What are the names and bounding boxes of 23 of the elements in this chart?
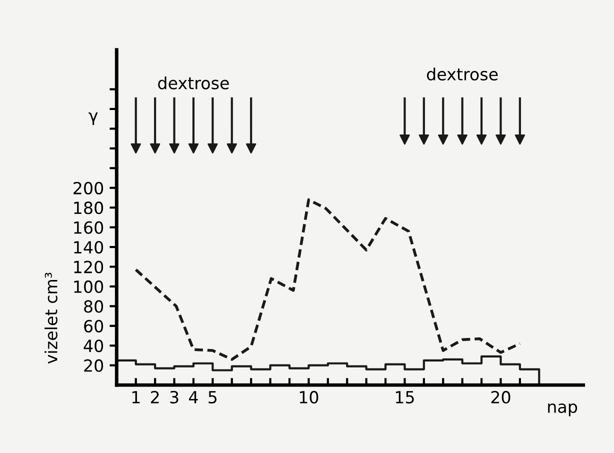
x-tick-label: 4 bbox=[188, 391, 198, 404]
text: γ bbox=[88, 112, 98, 125]
y-axis-title: vizelet cm³ bbox=[44, 272, 58, 364]
x-tick-label: 15 bbox=[396, 391, 414, 404]
y-tick-label: 40 bbox=[84, 340, 104, 352]
y-tick-label: 100 bbox=[74, 280, 104, 294]
annotation: dextrose bbox=[158, 76, 229, 90]
x-tick-label: 10 bbox=[300, 390, 318, 404]
y-tick-label: 60 bbox=[84, 320, 104, 332]
x-tick-label: 1 bbox=[132, 391, 140, 404]
x-tick-label: 2 bbox=[150, 390, 159, 404]
x-axis-title: nap bbox=[548, 403, 578, 416]
x-tick-label: 5 bbox=[208, 391, 217, 404]
y-tick-label: 120 bbox=[74, 260, 104, 274]
y-tick-label: 180 bbox=[74, 202, 104, 214]
annotation: dextrose bbox=[426, 68, 498, 80]
x-tick-label: 3 bbox=[170, 390, 178, 404]
y-tick-label: 20 bbox=[84, 359, 104, 372]
y-tick-label: 200 bbox=[74, 182, 104, 194]
x-tick-label: 20 bbox=[491, 390, 510, 404]
y-tick-label: 140 bbox=[74, 240, 104, 254]
y-tick-label: 80 bbox=[84, 300, 104, 313]
y-tick-label: 160 bbox=[74, 221, 104, 234]
